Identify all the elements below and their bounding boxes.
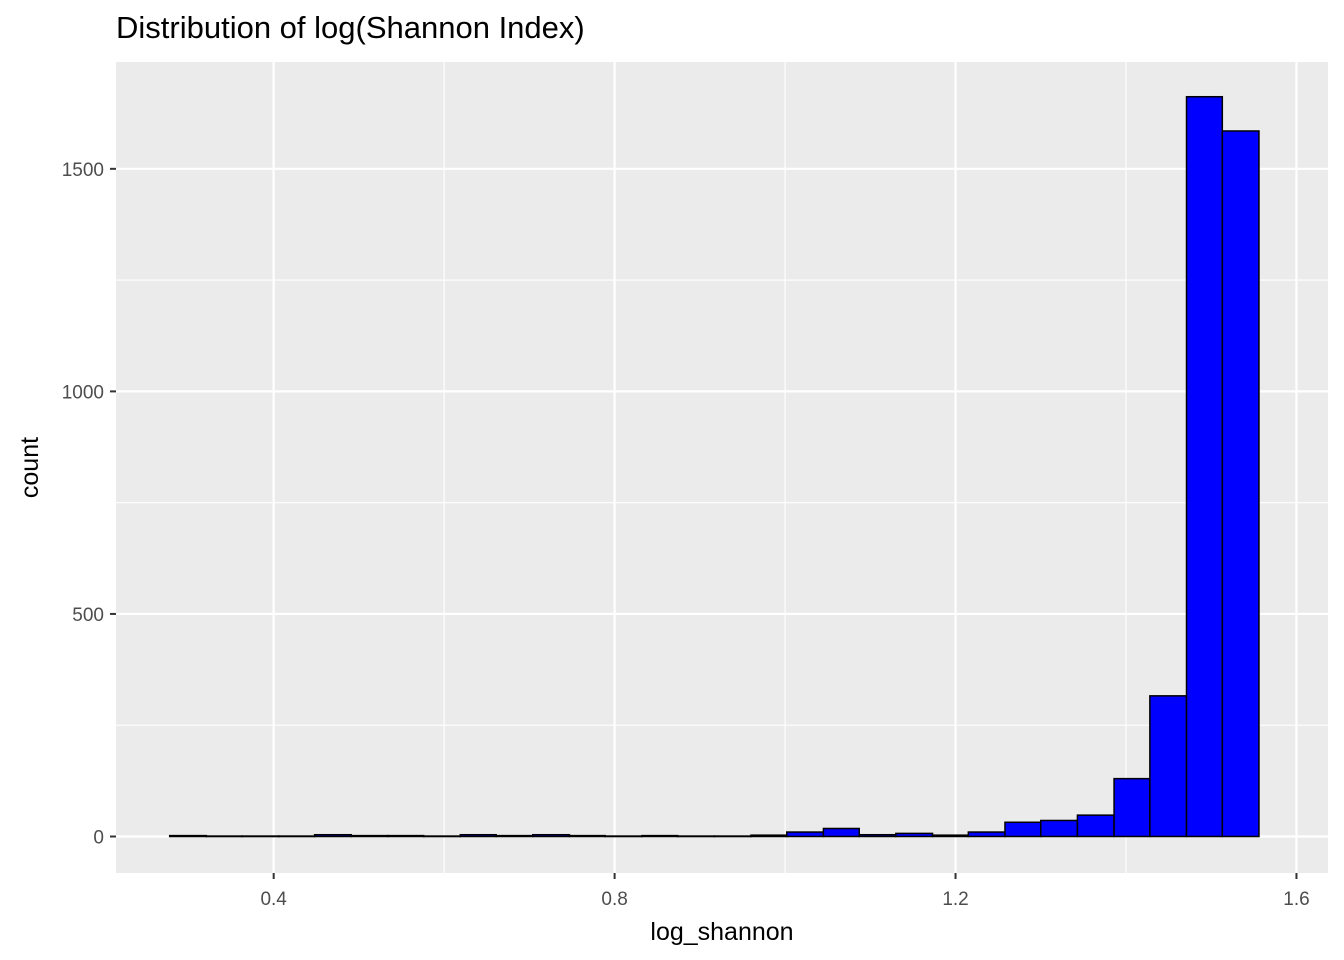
histogram-bar (532, 833, 571, 838)
histogram-bar (1185, 95, 1224, 838)
chart-title: Distribution of log(Shannon Index) (116, 10, 585, 45)
histogram-bar (1004, 821, 1042, 838)
y-tick-label: 1000 (62, 382, 104, 403)
y-axis-label: count (16, 437, 44, 498)
x-tick-label: 1.2 (942, 889, 968, 910)
y-tick-label: 500 (72, 605, 104, 626)
plot-panel (116, 62, 1328, 873)
histogram-bar (1040, 819, 1079, 838)
y-axis: 0 500 1000 1500 (62, 160, 116, 849)
histogram-bar (676, 835, 716, 838)
histogram-bar (387, 834, 425, 838)
x-tick-label: 0.8 (601, 889, 627, 910)
x-tick-label: 1.6 (1283, 889, 1309, 910)
histogram-bar (786, 831, 825, 838)
x-axis-label: log_shannon (650, 918, 793, 946)
histogram-bar (278, 835, 316, 838)
histogram-bar (568, 834, 606, 838)
histogram-bar (241, 835, 280, 838)
histogram-bar (822, 827, 860, 838)
histogram-bar (1076, 814, 1115, 838)
histogram-bar (750, 834, 788, 838)
x-axis: 0.4 0.8 1.2 1.6 (260, 873, 1310, 910)
histogram-bar (1149, 695, 1188, 838)
histogram-bar (495, 834, 534, 838)
histogram-bar (931, 834, 970, 838)
histogram-bar (895, 832, 934, 838)
histogram-bar (168, 834, 208, 838)
y-tick-label: 0 (93, 828, 104, 849)
histogram-bar (858, 833, 897, 838)
histogram-bar (1221, 130, 1260, 838)
minor-gridlines (116, 62, 1328, 873)
histogram-bar (422, 835, 462, 838)
histogram-bar (1113, 777, 1151, 838)
y-tick-label: 1500 (62, 160, 104, 181)
histogram-bar (967, 831, 1006, 838)
histogram-bar (713, 835, 752, 838)
histogram-bar (459, 833, 497, 838)
histogram-bar (313, 833, 352, 838)
x-tick-label: 0.4 (260, 889, 287, 910)
histogram-bar (641, 834, 679, 838)
histogram-bars (168, 95, 1260, 838)
histogram-bar (350, 834, 389, 838)
histogram-bar (604, 835, 643, 838)
histogram-bar (205, 835, 243, 838)
